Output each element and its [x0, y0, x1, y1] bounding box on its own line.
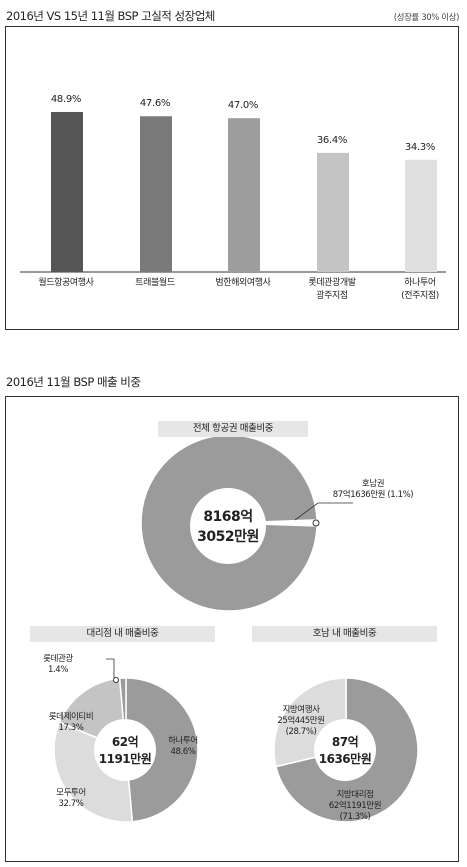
- bar-value-label: 36.4%: [316, 134, 348, 146]
- total-amount-line2: 3052만원: [197, 529, 259, 545]
- hanatour-name: 하나투어: [168, 736, 198, 746]
- lottejtb-percent: 17.3%: [58, 723, 84, 733]
- pie-section-title: 2016년 11월 BSP 매출 비중: [6, 375, 141, 389]
- bar-chart-box: [5, 26, 459, 330]
- hanatour-label: 하나투어 48.6%: [160, 736, 206, 758]
- honam-slice-name: 호남권: [361, 479, 385, 489]
- honam-pie-title: 호남 내 매출비중: [252, 626, 437, 642]
- local-agency-name: 지방대리점: [336, 790, 374, 800]
- bar-chart-title: 2016년 VS 15년 11월 BSP 고실적 성장업체: [6, 9, 215, 23]
- bar-value-label: 48.9%: [50, 93, 82, 105]
- local-agency-percent: (71.3%): [339, 812, 371, 822]
- bar-value-label: 47.0%: [227, 100, 259, 112]
- lottetour-leader-line: [106, 658, 115, 678]
- bar-category-label: 롯데관광개발 광주지점: [308, 278, 356, 301]
- lottetour-label: 롯데관광 1.4%: [34, 654, 82, 676]
- total-amount-line1: 8168억: [203, 509, 253, 525]
- lottetour-marker-dot: [113, 677, 119, 683]
- total-pie-title: 전체 항공권 매출비중: [158, 421, 308, 437]
- bar-4: [317, 152, 349, 272]
- lottetour-name: 롯데관광: [43, 654, 73, 664]
- local-agency-value: 62억1191만원: [328, 801, 382, 811]
- growth-note: (성장률 30% 이상): [393, 13, 460, 23]
- local-agency-label: 지방대리점 62억1191만원 (71.3%): [318, 790, 392, 823]
- honam-pie-center: 87억 1636만원: [314, 719, 376, 781]
- agency-pie-slice-1: [125, 677, 199, 823]
- modetour-percent: 32.7%: [58, 799, 84, 809]
- agency-pie-center: 62억 1191만원: [94, 719, 156, 781]
- bar-5: [405, 159, 437, 272]
- lottejtb-label: 롯데제이티비 17.3%: [40, 712, 102, 734]
- honam-amount-line2: 1636만원: [318, 752, 372, 766]
- lottejtb-name: 롯데제이티비: [48, 712, 94, 722]
- bar-category-label: 범한해외여행사: [215, 278, 271, 288]
- local-travel-percent: (28.7%): [285, 727, 317, 737]
- local-travel-name: 지방여행사: [282, 705, 320, 715]
- agency-amount-line1: 62억: [111, 735, 139, 749]
- agency-amount-line2: 1191만원: [98, 752, 152, 766]
- bar-2: [140, 116, 172, 272]
- modetour-name: 모두투어: [56, 788, 86, 798]
- honam-amount-line1: 87억: [331, 735, 359, 749]
- honam-slice-value: 87억1636만원 (1.1%): [332, 490, 414, 500]
- local-travel-value: 25억445만원: [277, 716, 325, 726]
- honam-leader-line: [294, 502, 353, 521]
- bar-chart-svg: [20, 111, 446, 273]
- bar-value-label: 34.3%: [404, 141, 436, 153]
- modetour-label: 모두투어 32.7%: [46, 788, 96, 810]
- honam-marker-dot: [312, 519, 320, 527]
- local-travel-label: 지방여행사 25억445만원 (28.7%): [266, 705, 336, 738]
- total-pie-center: 8168억 3052만원: [190, 488, 266, 564]
- bar-category-label: 트래블월드: [135, 278, 175, 288]
- bar-1: [51, 111, 83, 272]
- agency-pie-title: 대리점 내 매출비중: [30, 626, 215, 642]
- bar-3: [228, 118, 260, 272]
- bar-category-label: 월드항공여행사: [38, 278, 94, 288]
- bar-category-label: 하나투어 (전주지점): [401, 278, 439, 301]
- honam-slice-label: 호남권 87억1636만원 (1.1%): [318, 479, 428, 501]
- lottetour-percent: 1.4%: [48, 665, 68, 675]
- hanatour-percent: 48.6%: [170, 747, 196, 757]
- bar-value-label: 47.6%: [139, 98, 171, 110]
